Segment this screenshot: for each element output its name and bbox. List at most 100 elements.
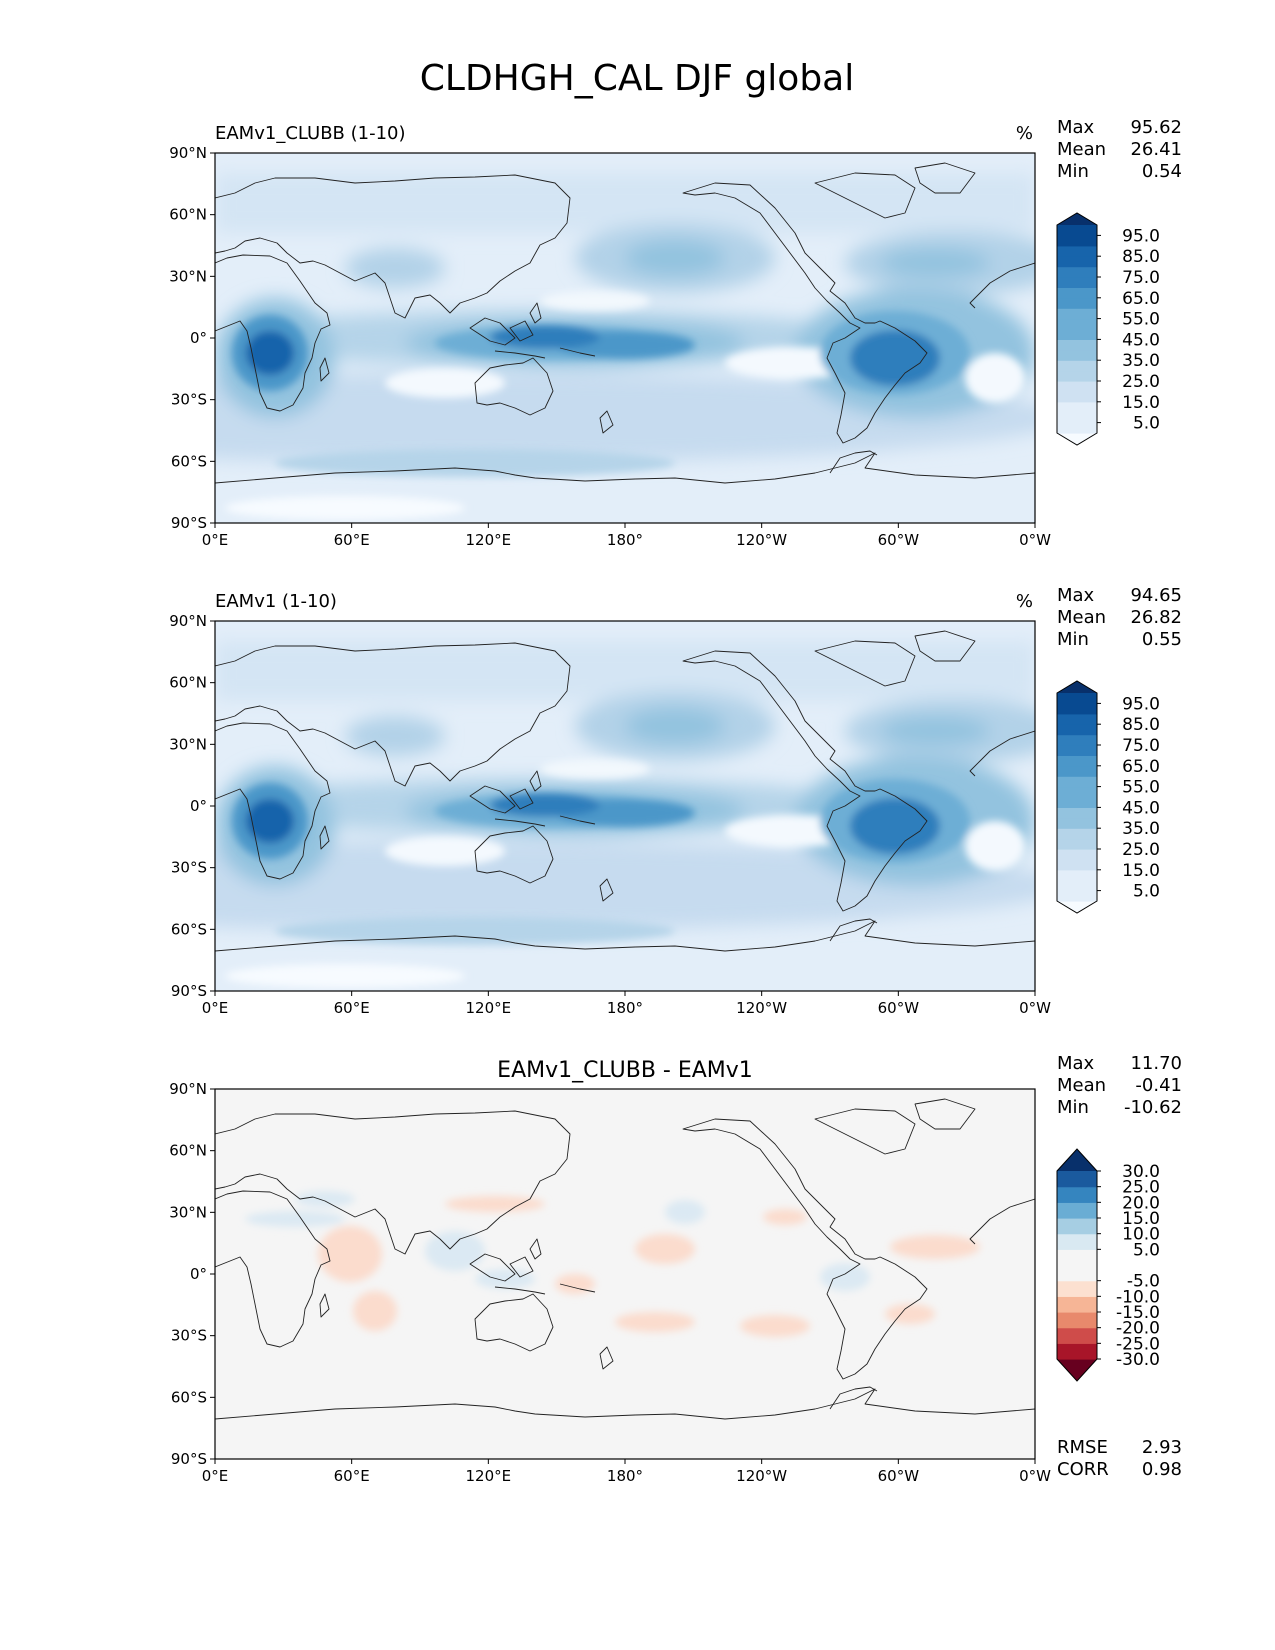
colorbar-bin	[1057, 235, 1097, 247]
y-tick-label: 30°S	[171, 391, 207, 409]
y-tick-label: 90°N	[169, 1080, 207, 1098]
colorbar-bin	[1057, 693, 1097, 704]
x-tick-label: 60°E	[334, 999, 370, 1017]
x-tick-label: 0°W	[1019, 999, 1051, 1017]
colorbar-bin	[1057, 1171, 1097, 1188]
y-tick-label: 30°S	[171, 1327, 207, 1345]
colorbar-bin	[1057, 797, 1097, 808]
colorbar-outline	[1056, 680, 1098, 914]
colorbar-bin	[1057, 1327, 1097, 1344]
colorbar-tick-label: 35.0	[1122, 351, 1160, 371]
colorbar-bin	[1057, 370, 1097, 382]
colorbar-bin	[1057, 318, 1097, 330]
x-tick-label: 60°W	[878, 999, 920, 1017]
panel-2: EAMv1 (1-10) % 0°E 60°E 120°E 180° 120°W 60°W 0°…	[0, 585, 1182, 1017]
colorbar-tick-label: -30.0	[1116, 1350, 1160, 1370]
panel-3: EAMv1_CLUBB - EAMv1 0°E 60°E 120°E 180° 120°W…	[169, 1053, 1182, 1485]
x-tick-label: 120°E	[466, 1467, 512, 1485]
colorbar-bin	[1057, 745, 1097, 756]
colorbar-min-extension	[1057, 433, 1097, 445]
colorbar-tick-label: 65.0	[1122, 289, 1160, 309]
y-tick-label: 90°S	[171, 514, 207, 532]
colorbar-bin	[1057, 287, 1097, 299]
colorbar-max-extension	[1057, 213, 1097, 225]
stat-label-mean: Mean	[1057, 139, 1106, 160]
colorbar-tick-label: 15.0	[1122, 1209, 1160, 1229]
stat-label-max: Max	[1057, 117, 1095, 138]
y-tick-label: 60°S	[171, 1388, 207, 1406]
stat-value-max: 95.62	[1130, 117, 1182, 138]
colorbar-tick-label: 25.0	[1122, 372, 1160, 392]
colorbar-bin	[1057, 245, 1097, 257]
colorbar-tick-label: 5.0	[1133, 1240, 1160, 1260]
panel-title: EAMv1_CLUBB (1-10)	[215, 123, 406, 144]
colorbar-bin	[1057, 890, 1097, 902]
colorbar-bin	[1057, 225, 1097, 236]
colorbar-bin	[1057, 1218, 1097, 1235]
colorbar-tick-label: -5.0	[1127, 1272, 1160, 1292]
contour-fill	[0, 621, 1065, 991]
colorbar: 5.015.025.035.045.055.065.075.085.095.0	[1056, 212, 1160, 446]
colorbar-tick-label: 15.0	[1122, 393, 1160, 413]
x-tick-label: 0°E	[202, 999, 229, 1017]
colorbar-bin	[1057, 1280, 1097, 1297]
colorbar: 5.015.025.035.045.055.065.075.085.095.0	[1056, 680, 1160, 914]
colorbar-bin	[1057, 308, 1097, 320]
colorbar-bin	[1057, 817, 1097, 829]
colorbar-bin	[1057, 329, 1097, 340]
colorbar-tick-label: 5.0	[1133, 882, 1160, 902]
x-tick-label: 0°W	[1019, 531, 1051, 549]
x-tick-label: 0°E	[202, 531, 229, 549]
x-tick-label: 120°E	[466, 999, 512, 1017]
colorbar-bin	[1057, 1343, 1097, 1360]
colorbar-bin	[1057, 266, 1097, 278]
contour-fill	[215, 1089, 1035, 1459]
colorbar-bin	[1057, 297, 1097, 309]
units-label: %	[1016, 123, 1033, 144]
colorbar-tick-label: -10.0	[1116, 1287, 1160, 1307]
colorbar-tick-label: 45.0	[1122, 330, 1160, 350]
x-tick-label: 120°W	[736, 999, 787, 1017]
colorbar-tick-label: 10.0	[1122, 1225, 1160, 1245]
stat-value-corr: 0.98	[1142, 1459, 1182, 1480]
y-tick-label: 60°N	[169, 1142, 207, 1160]
colorbar-max-extension	[1057, 1149, 1097, 1171]
stat-label-min: Min	[1057, 1097, 1089, 1118]
y-tick-label: 60°S	[171, 920, 207, 938]
stat-label-mean: Mean	[1057, 1075, 1106, 1096]
stat-label-min: Min	[1057, 629, 1089, 650]
colorbar-tick-label: 15.0	[1122, 861, 1160, 881]
colorbar-tick-label: -15.0	[1116, 1303, 1160, 1323]
units-label: %	[1016, 591, 1033, 612]
stat-value-min: -10.62	[1124, 1097, 1182, 1118]
stat-label-max: Max	[1057, 585, 1095, 606]
map-field-1	[215, 153, 1035, 523]
colorbar-bin	[1057, 713, 1097, 725]
stat-label-max: Max	[1057, 1053, 1095, 1074]
colorbar: -30.0-25.0-20.0-15.0-10.0-5.0 5.010.015.0…	[1056, 1148, 1160, 1382]
colorbar-bin	[1057, 391, 1097, 403]
colorbar-bin	[1057, 755, 1097, 767]
y-tick-label: 90°S	[171, 982, 207, 1000]
stat-value-min: 0.55	[1142, 629, 1182, 650]
colorbar-bin	[1057, 776, 1097, 788]
panel-title: EAMv1_CLUBB - EAMv1	[497, 1058, 753, 1083]
colorbar-min-extension	[1057, 1359, 1097, 1381]
colorbar-tick-label: 65.0	[1122, 757, 1160, 777]
y-tick-label: 30°N	[169, 267, 207, 285]
colorbar-tick-label: 55.0	[1122, 310, 1160, 330]
stat-value-min: 0.54	[1142, 161, 1182, 182]
colorbar-tick-label: 35.0	[1122, 819, 1160, 839]
x-tick-label: 120°E	[466, 531, 512, 549]
colorbar-bin	[1057, 1202, 1097, 1219]
colorbar-bin	[1057, 381, 1097, 392]
colorbar-bin	[1057, 1296, 1097, 1313]
colorbar-bin	[1057, 349, 1097, 361]
colorbar-bin	[1057, 1249, 1097, 1282]
y-tick-label: 0°	[190, 797, 207, 815]
colorbar-tick-label: 55.0	[1122, 778, 1160, 798]
y-tick-label: 0°	[190, 1265, 207, 1283]
colorbar-tick-label: 25.0	[1122, 840, 1160, 860]
colorbar-bin	[1057, 401, 1097, 413]
x-tick-label: 180°	[607, 1467, 643, 1485]
